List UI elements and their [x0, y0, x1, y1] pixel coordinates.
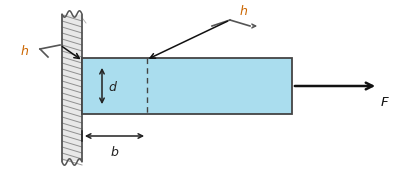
Text: $h$: $h$	[20, 44, 30, 58]
Text: $d$: $d$	[108, 80, 118, 94]
Bar	[82, 58, 292, 114]
Bar	[62, 15, 82, 161]
Text: $F$: $F$	[380, 96, 390, 109]
Text: $b$: $b$	[110, 145, 119, 159]
Text: $h$: $h$	[240, 4, 248, 18]
